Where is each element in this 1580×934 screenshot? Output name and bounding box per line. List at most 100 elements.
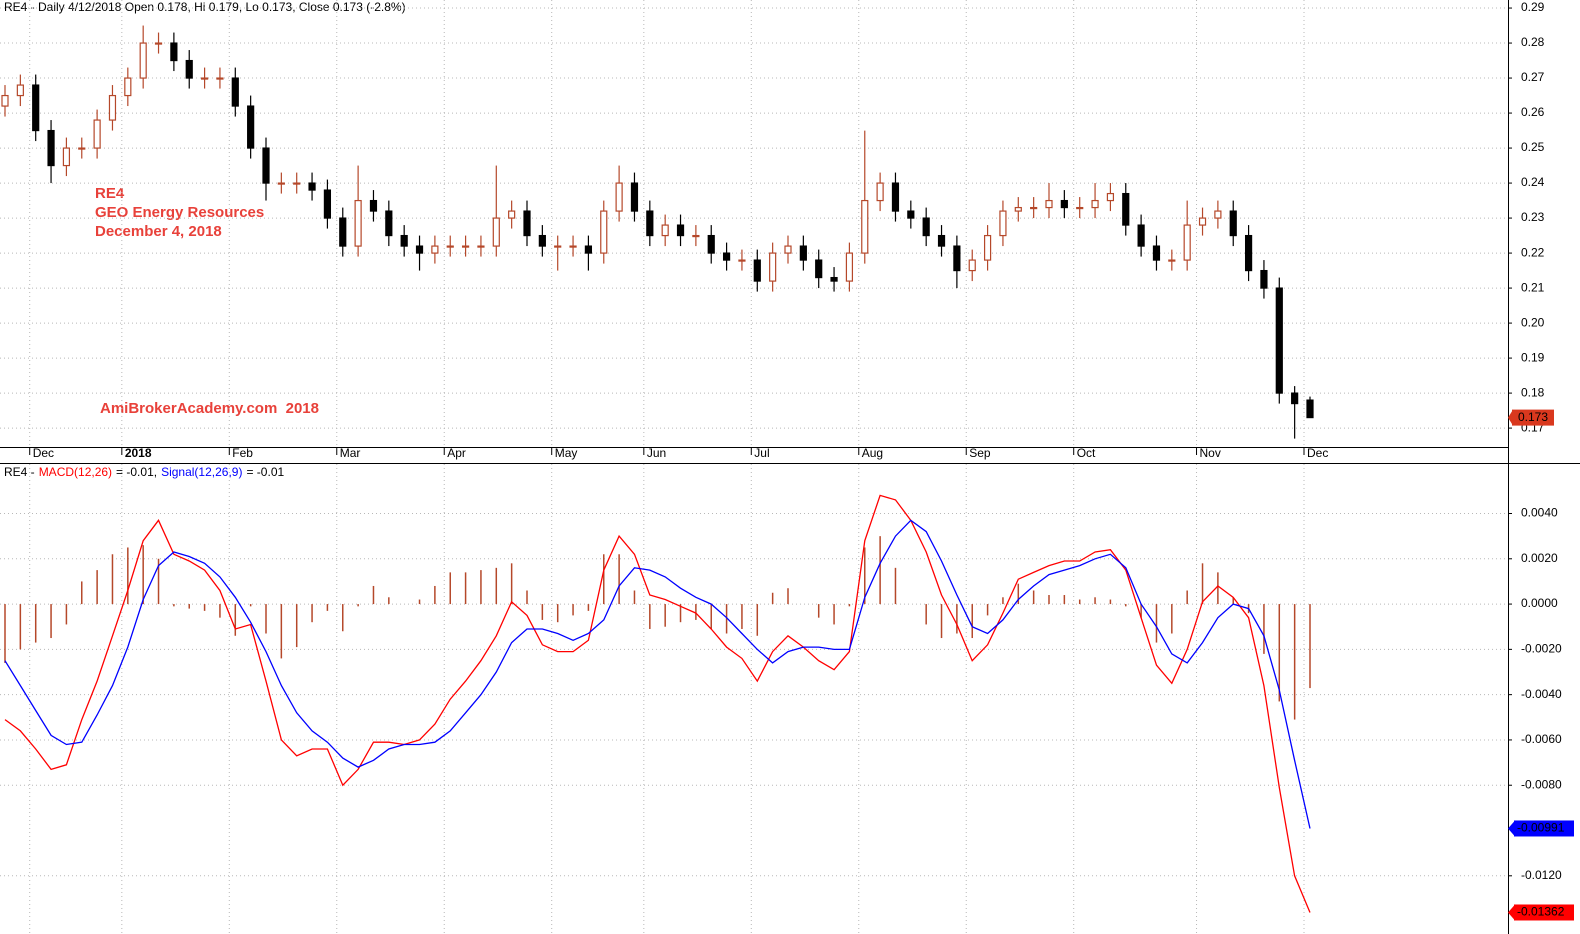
legend-entry: MACD(12,26)	[39, 465, 112, 479]
y-tick-label: 0.25	[1521, 140, 1545, 154]
candle-body	[630, 182, 639, 212]
candle-body	[830, 276, 838, 282]
candle-body	[62, 147, 71, 167]
candle-body	[753, 259, 761, 282]
x-tick-label: Mar	[340, 446, 361, 460]
candle-body	[185, 59, 193, 79]
candle-body	[415, 245, 424, 254]
last-value-label: -0.00991	[1517, 821, 1565, 835]
line-series	[4, 494, 1311, 913]
x-tick-label: Jun	[647, 446, 666, 460]
candle-body	[32, 84, 40, 132]
candle-body	[231, 77, 239, 107]
last-value-tag	[1514, 904, 1574, 921]
candle-body	[861, 199, 869, 254]
candle-body	[1045, 199, 1053, 209]
candle-body	[1198, 217, 1207, 226]
candle-body	[385, 210, 393, 237]
x-tick-label: Oct	[1077, 446, 1096, 460]
last-price-tag	[1512, 409, 1554, 426]
candle-body	[538, 234, 546, 247]
candle-body	[262, 147, 270, 184]
x-tick-label: Jul	[754, 446, 769, 460]
candle-body	[1122, 192, 1130, 226]
annotation: RE4	[95, 185, 125, 202]
candle-body	[200, 77, 209, 80]
y-tick-label: 0.20	[1521, 315, 1545, 329]
candle-body	[78, 147, 86, 150]
candle-body	[999, 210, 1007, 237]
candle-body	[523, 210, 531, 237]
y-tick-label: -0.0020	[1521, 642, 1562, 656]
candle-body	[692, 234, 700, 238]
candle-body	[247, 105, 255, 149]
last-value-label: -0.01362	[1517, 905, 1565, 919]
candle-body	[876, 182, 884, 202]
y-tick-label: 0.19	[1521, 350, 1545, 364]
candle-body	[661, 224, 669, 237]
y-tick-label: 0.21	[1521, 280, 1545, 294]
candle-body	[891, 182, 900, 212]
line-series	[4, 519, 1311, 829]
candle-body	[769, 252, 777, 282]
candle-body	[400, 234, 408, 247]
last-price-tag	[1508, 409, 1513, 426]
watermark: AmiBrokerAcademy.com 2018	[100, 400, 319, 417]
x-tick-label: Apr	[447, 446, 466, 460]
x-tick-label: Dec	[1307, 446, 1328, 460]
x-tick-label: Feb	[232, 446, 253, 460]
y-tick-label: 0.18	[1521, 385, 1545, 399]
candle-body	[968, 259, 976, 272]
x-tick-label: Aug	[862, 446, 883, 460]
candle-body	[47, 129, 55, 167]
candle-body	[1152, 245, 1161, 261]
candle-body	[1, 94, 9, 107]
candle-body	[1214, 210, 1222, 219]
candle-body	[170, 42, 178, 62]
last-value-tag	[1508, 904, 1515, 921]
candle-body	[646, 210, 654, 237]
x-tick-label: Nov	[1200, 446, 1221, 460]
candle-body	[16, 84, 24, 97]
candle-body	[815, 259, 823, 279]
y-tick-label: 0.0020	[1521, 551, 1558, 565]
candle-body	[1091, 199, 1099, 209]
candle-body	[983, 234, 992, 261]
candle-body	[492, 217, 500, 247]
y-tick-label: 0.0000	[1521, 596, 1558, 610]
candle-body	[1030, 206, 1038, 210]
y-tick-label: -0.0040	[1521, 687, 1562, 701]
last-value-tag	[1508, 820, 1515, 837]
candle-body	[124, 77, 132, 97]
annotation: GEO Energy Resources	[95, 204, 264, 221]
candle-body	[1106, 192, 1115, 202]
candle-body	[845, 252, 854, 282]
y-tick-label: 0.24	[1521, 175, 1545, 189]
readout: = -0.01	[246, 465, 284, 479]
candle-body	[554, 245, 562, 248]
header-prefix: RE4 -	[4, 465, 35, 479]
y-tick-label: 0.29	[1521, 0, 1545, 14]
candle-body	[953, 245, 961, 272]
legend-entry: Signal(12,26,9)	[161, 465, 242, 479]
candle-body	[1137, 224, 1145, 247]
candle-body	[1014, 206, 1022, 212]
candle-body	[1260, 269, 1268, 289]
x-tick-label: Dec	[33, 446, 54, 460]
y-tick-label: 0.22	[1521, 245, 1545, 259]
candle-body	[615, 182, 623, 212]
candle-body	[216, 77, 224, 80]
candle-body	[1291, 392, 1299, 405]
candle-body	[922, 217, 930, 237]
x-tick-label: 2018	[125, 446, 152, 460]
candle-body	[676, 224, 685, 237]
candle-body	[1168, 259, 1176, 262]
y-tick-label: 0.27	[1521, 70, 1545, 84]
y-tick-label: -0.0120	[1521, 868, 1562, 882]
candle-body	[600, 210, 608, 254]
macd-header: RE4 - MACD(12,26) = -0.01, Signal(12,26,9) =…	[4, 465, 284, 479]
last-price-label: 0.173	[1518, 410, 1548, 424]
candle-body	[584, 245, 593, 254]
candle-body	[293, 182, 301, 185]
candle-body	[907, 210, 915, 219]
